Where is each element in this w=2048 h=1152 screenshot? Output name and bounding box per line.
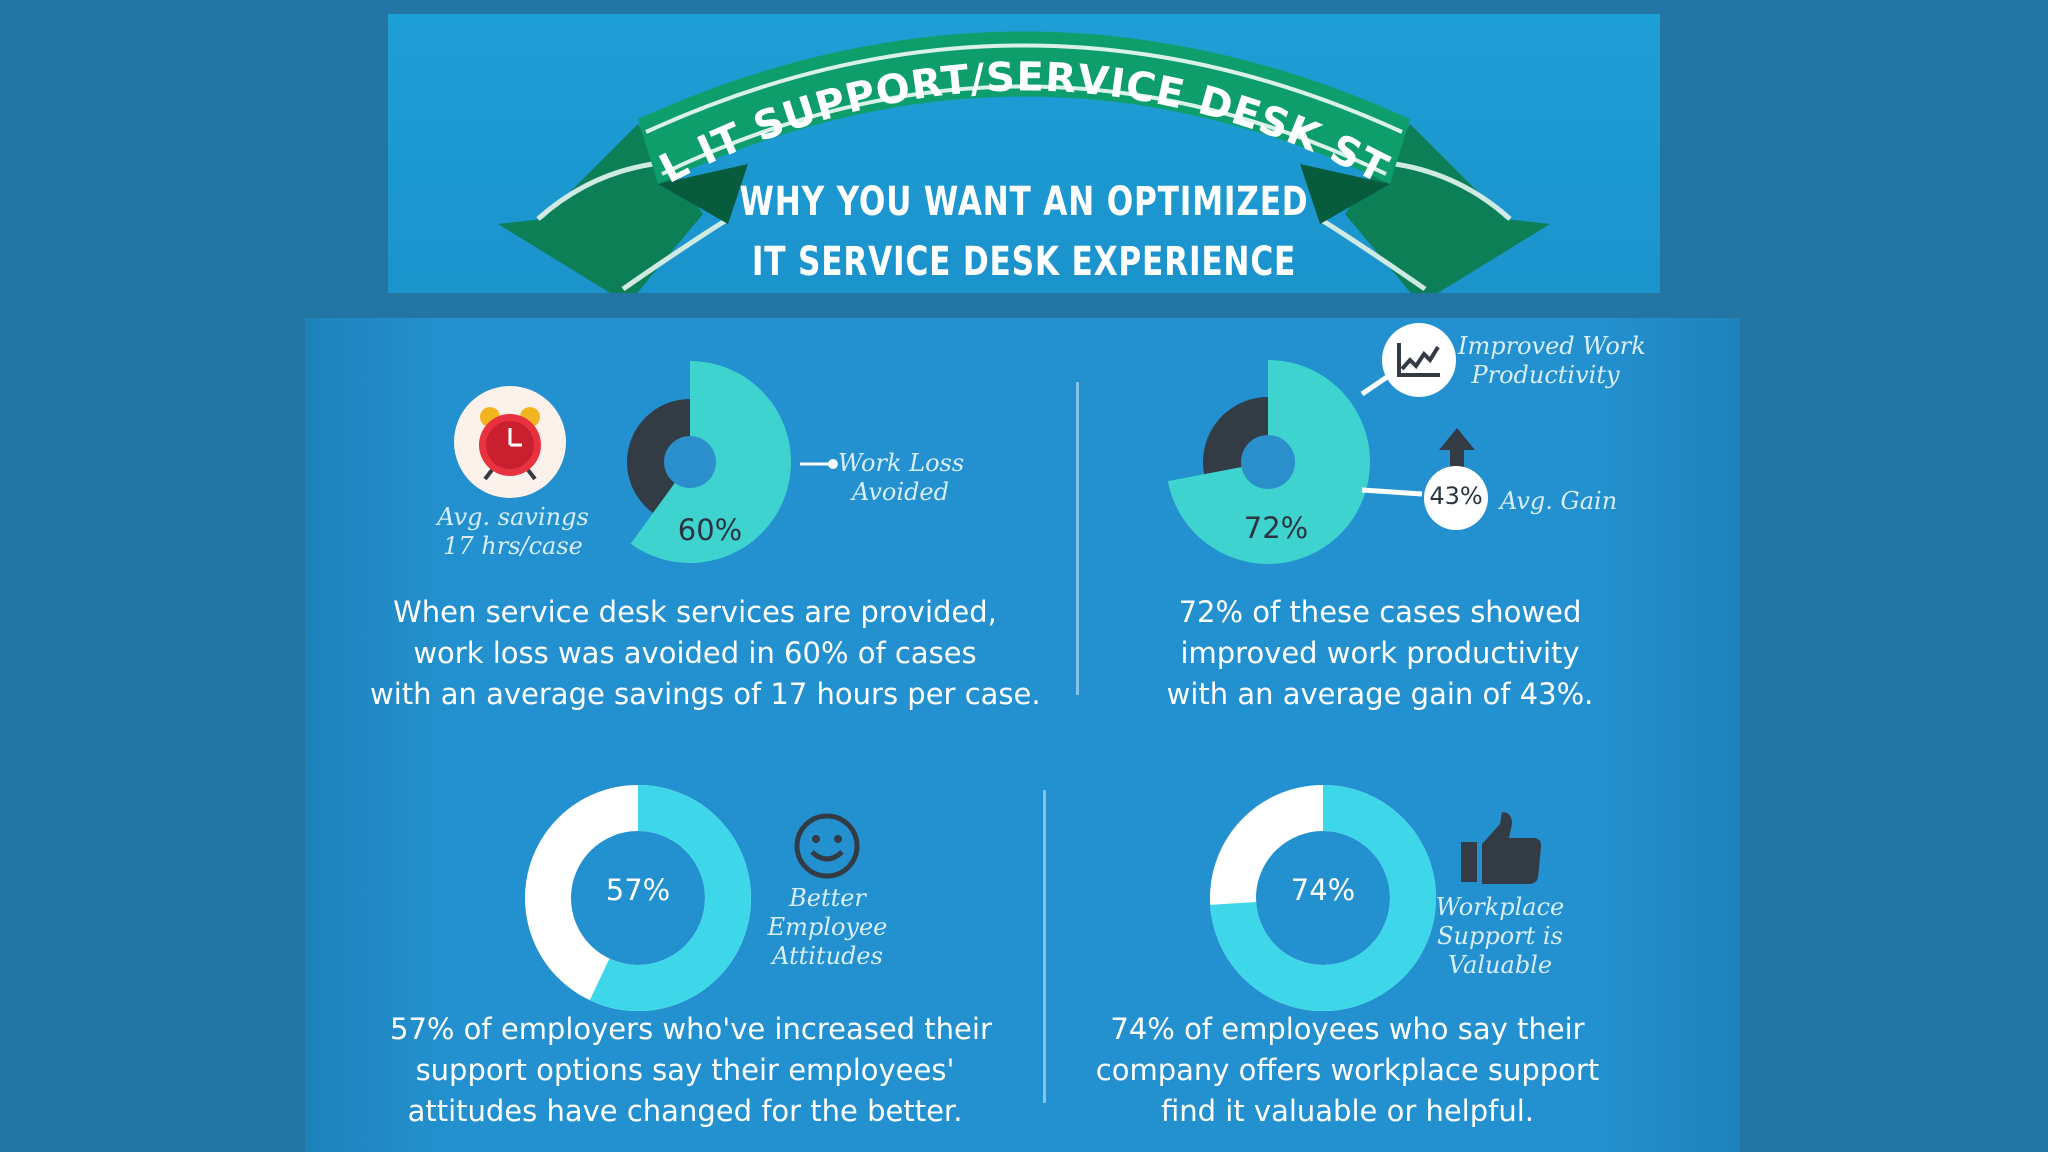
stat1-pie-chart: 60%: [627, 361, 791, 563]
stat2-percent-label: 72%: [1244, 511, 1308, 545]
stat1-callout-line: [800, 459, 838, 469]
stat4-caption-text: 74% of employees who say their company o…: [1095, 1012, 1600, 1128]
line-chart-icon: [1397, 343, 1440, 377]
stat1-percent-label: 60%: [678, 513, 742, 547]
alarm-clock-icon: [479, 407, 541, 481]
stat4-label-text: Workplace Support is Valuable: [1435, 893, 1565, 979]
stat2-pie-chart: 72%: [1167, 360, 1371, 564]
subtitle-line-2: IT SERVICE DESK EXPERIENCE: [751, 239, 1297, 285]
arrow-up-icon: [1439, 428, 1475, 480]
divider-bottom: [1043, 790, 1046, 1103]
stat2-gain-value: 43%: [1429, 482, 1483, 510]
stat3-label-text: Better Employee Attitudes: [767, 884, 888, 970]
clock-label: Avg. savings 17 hrs/case: [433, 503, 593, 561]
stat3-label: Better Employee Attitudes: [760, 884, 895, 971]
stat4-value-ring: [1210, 785, 1436, 1011]
stat2-productivity-text: Improved Work Productivity: [1458, 332, 1646, 389]
banner-title: INTERNAL IT SUPPORT/SERVICE DESK STATIST…: [388, 14, 1396, 193]
stat4-label: Workplace Support is Valuable: [1430, 893, 1570, 980]
stat4-donut-chart: 74%: [1210, 785, 1436, 1011]
stat1-callout-text: Work Loss Avoided: [838, 449, 965, 506]
stat2-center-hole: [1241, 435, 1295, 489]
clock-badge: [454, 386, 566, 498]
stat2-productivity-label: Improved Work Productivity: [1458, 332, 1646, 390]
stat2-caption-text: 72% of these cases showed improved work …: [1166, 595, 1594, 711]
stat4-caption: 74% of employees who say their company o…: [1090, 1009, 1605, 1132]
stat2-gain-text: Avg. Gain: [1500, 487, 1618, 515]
stat1-caption: When service desk services are provided,…: [370, 592, 1041, 715]
clock-label-text: Avg. savings 17 hrs/case: [437, 503, 589, 560]
header-box: INTERNAL IT SUPPORT/SERVICE DESK STATIST…: [388, 14, 1660, 293]
stat3-percent-label: 57%: [606, 873, 670, 907]
stat2-gain-label: Avg. Gain: [1500, 487, 1618, 516]
stat3-donut-chart: 57%: [525, 785, 751, 1011]
stat2-caption: 72% of these cases showed improved work …: [1115, 592, 1645, 715]
gain-badge: 43%: [1424, 466, 1488, 530]
smiley-face-icon: [794, 813, 860, 879]
stat4-percent-label: 74%: [1291, 873, 1355, 907]
chart-badge: [1382, 323, 1456, 397]
thumbs-up-icon: [1461, 812, 1542, 884]
stat3-caption-text: 57% of employers who've increased their …: [390, 1012, 992, 1128]
stat1-caption-text: When service desk services are provided,…: [370, 595, 1041, 711]
stat1-center-hole: [664, 436, 716, 488]
stat3-caption: 57% of employers who've increased their …: [390, 1009, 992, 1132]
stat2-connector-lines: [1360, 372, 1423, 497]
divider-top: [1076, 382, 1079, 695]
stat3-value-ring: [525, 785, 751, 1011]
stat1-callout-label: Work Loss Avoided: [838, 449, 965, 507]
ribbon-banner: INTERNAL IT SUPPORT/SERVICE DESK STATIST…: [388, 14, 1550, 293]
subtitle-line-1: WHY YOU WANT AN OPTIMIZED: [739, 179, 1309, 225]
